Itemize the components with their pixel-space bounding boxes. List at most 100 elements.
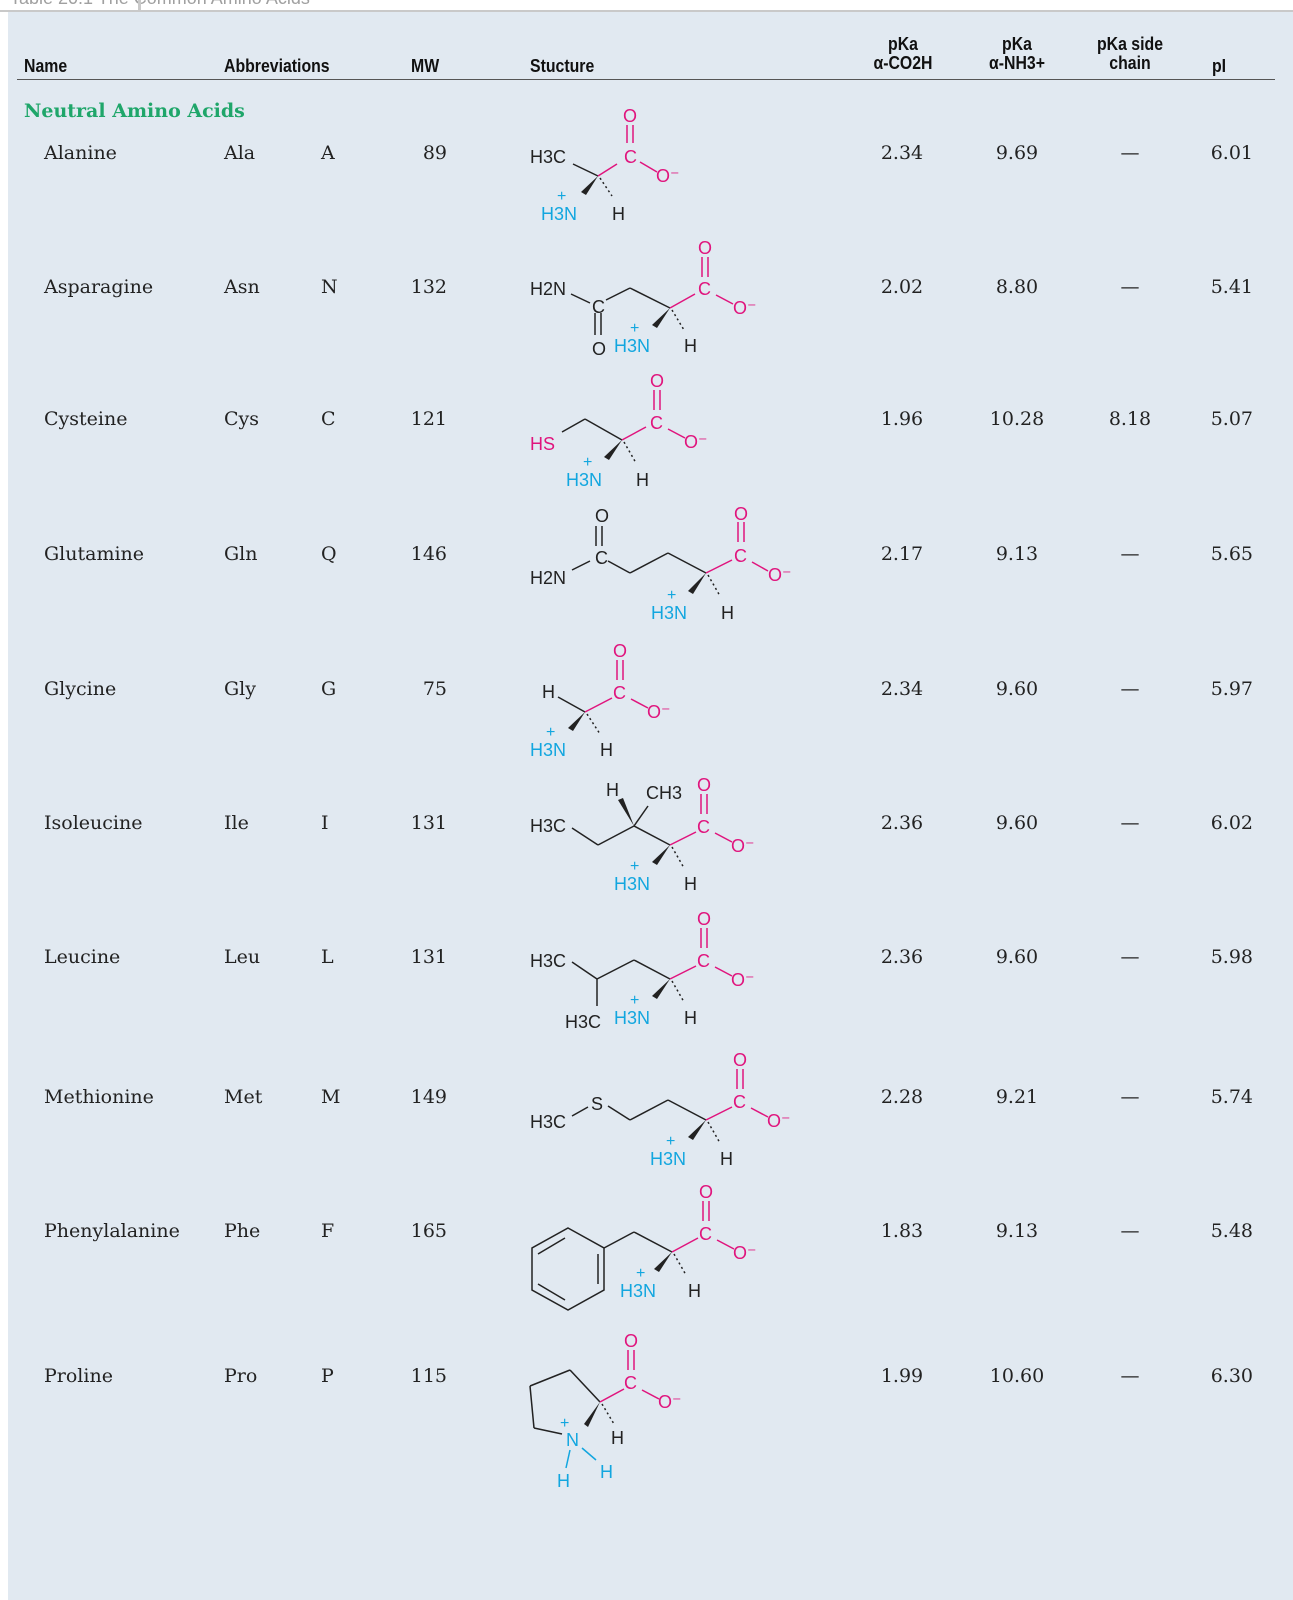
row-pka-co2h: 2.28: [880, 1086, 924, 1108]
row-pi: 5.65: [1210, 543, 1253, 565]
alpha-h-label: H: [720, 1149, 733, 1169]
row-pka-co2h: 2.36: [880, 812, 924, 834]
carbonyl-o-label: O: [734, 504, 748, 524]
row-pka-side: —: [1120, 1086, 1140, 1108]
row-pi: 5.41: [1210, 276, 1253, 298]
row-pka-nh3: 8.80: [995, 276, 1039, 298]
row-name: Asparagine: [44, 276, 154, 298]
carbonyl-o-label: O: [733, 1050, 747, 1070]
row-pka-side: —: [1120, 812, 1140, 834]
row-name: Cysteine: [44, 408, 128, 430]
row-pka-co2h: 2.34: [880, 142, 924, 164]
row-pi: 5.74: [1210, 1086, 1253, 1108]
carboxylate-o-label: O⁻: [684, 432, 708, 452]
carbonyl-o-label: O: [697, 909, 711, 929]
carbonyl-o-label: O: [698, 238, 712, 258]
row-abbr1: L: [321, 946, 334, 968]
ammonium-label: H3N: [614, 1008, 650, 1028]
row-mw: 75: [422, 678, 447, 700]
row-pka-nh3: 9.60: [995, 812, 1039, 834]
row-pka-nh3: 9.13: [995, 1220, 1039, 1242]
row-pka-nh3: 10.28: [989, 408, 1045, 430]
alpha-h-label: H: [636, 470, 649, 490]
ammonium-plus-label: +: [630, 858, 639, 875]
carbonyl-o-label: O: [650, 371, 664, 391]
row-mw: 115: [410, 1365, 447, 1387]
row-pka-nh3: 9.60: [995, 946, 1039, 968]
row-mw: 165: [410, 1220, 447, 1242]
row-abbr3: Gln: [224, 543, 258, 565]
row-abbr1: Q: [321, 543, 337, 565]
row-pka-side: 8.18: [1108, 408, 1152, 430]
row-abbr3: Ile: [224, 812, 249, 834]
ammonium-plus-label: +: [560, 1415, 569, 1432]
row-abbr3: Leu: [224, 946, 261, 968]
carboxyl-c-label: C: [697, 951, 710, 971]
row-abbr3: Pro: [224, 1365, 258, 1387]
header-rule: [17, 79, 1275, 80]
thiol-label: HS: [530, 434, 555, 454]
row-name: Glutamine: [44, 543, 145, 565]
methyl-label: H3C: [530, 1112, 566, 1132]
carboxylate-o-label: O⁻: [656, 166, 680, 186]
row-pka-co2h: 2.17: [880, 543, 924, 565]
carboxyl-c-label: C: [733, 1092, 746, 1112]
alpha-h-label: H: [684, 1008, 697, 1028]
row-name: Glycine: [44, 678, 117, 700]
row-name: Alanine: [44, 142, 117, 164]
ammonium-plus-label: +: [546, 724, 555, 741]
carboxylate-o-label: O⁻: [733, 298, 757, 318]
ammonium-plus-label: +: [666, 1133, 675, 1150]
row-abbr1: M: [321, 1086, 341, 1108]
carboxyl-c-label: C: [698, 279, 711, 299]
row-mw: 149: [410, 1086, 447, 1108]
row-name: Proline: [44, 1365, 113, 1387]
row-mw: 121: [410, 408, 447, 430]
header-mw: MW: [411, 56, 440, 76]
row-pka-nh3: 9.60: [995, 678, 1039, 700]
row-mw: 89: [422, 142, 447, 164]
row-pka-side: —: [1120, 276, 1140, 298]
row-pi: 6.02: [1210, 812, 1253, 834]
row-pi: 5.07: [1210, 408, 1253, 430]
amide-c-label: C: [592, 297, 605, 317]
carboxyl-c-label: C: [734, 546, 747, 566]
carboxyl-c-label: C: [613, 683, 626, 703]
row-abbr3: Cys: [224, 408, 260, 430]
row-abbr1: P: [321, 1365, 334, 1387]
isopropyl-methyl-label: H3C: [530, 951, 566, 971]
ring-nitrogen-label: N: [566, 1430, 579, 1450]
ammonium-plus-label: +: [630, 320, 639, 337]
ammonium-label: H3N: [651, 603, 687, 623]
row-name: Phenylalanine: [44, 1220, 180, 1242]
amide-o-label: O: [592, 339, 606, 359]
row-mw: 146: [410, 543, 447, 565]
header-pka-nh3: pKa α-NH3+: [970, 35, 1063, 73]
ammonium-label: H3N: [530, 740, 566, 760]
row-abbr3: Met: [224, 1086, 263, 1108]
row-pi: 5.98: [1210, 946, 1253, 968]
ammonium-label: H3N: [614, 336, 650, 356]
row-abbr3: Ala: [224, 142, 256, 164]
header-name: Name: [24, 56, 68, 76]
carboxylate-o-label: O⁻: [733, 1243, 757, 1263]
row-pka-side: —: [1120, 678, 1140, 700]
alpha-h-label: H: [611, 1428, 624, 1448]
row-pka-co2h: 2.02: [880, 276, 924, 298]
methyl-label: CH3: [646, 783, 682, 803]
carboxyl-c-label: C: [624, 147, 637, 167]
row-pka-side: —: [1120, 946, 1140, 968]
row-pi: 6.30: [1210, 1365, 1253, 1387]
beta-h-label: H: [606, 780, 619, 800]
alpha-h-label: H: [612, 204, 625, 224]
carboxylate-o-label: O⁻: [647, 702, 671, 722]
row-abbr1: G: [321, 678, 337, 700]
alpha-h-label: H: [688, 1281, 701, 1301]
